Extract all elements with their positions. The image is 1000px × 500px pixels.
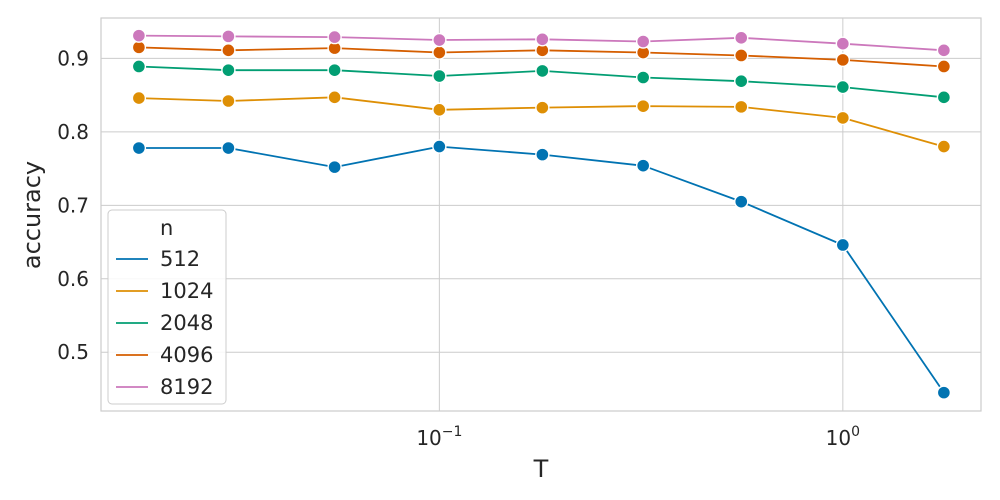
data-point [432,102,447,118]
data-point [734,194,749,209]
data-point [432,32,447,48]
x-axis-label: T [533,455,549,483]
y-tick-label: 0.8 [57,120,89,144]
data-point [221,62,236,78]
legend-entry: 2048 [160,311,213,335]
data-point [221,29,236,44]
data-point [327,62,342,78]
data-point [936,139,952,154]
legend-entry: 512 [160,247,200,271]
data-point [635,34,651,49]
data-point [835,110,851,126]
data-point [734,99,749,115]
data-point [327,90,342,105]
series-512 [131,139,952,400]
y-tick-label: 0.7 [57,193,89,217]
series-1024 [131,90,952,154]
data-point [221,93,236,109]
data-point [221,140,236,156]
data-point [432,45,447,60]
data-point [535,147,550,162]
data-point [734,30,749,46]
legend-entry: 4096 [160,343,213,367]
legend-items: 512 1024 2048 4096 8192 [116,247,213,399]
legend-entry: 1024 [160,279,213,303]
y-tick-label: 0.6 [57,267,89,291]
data-point [936,385,952,400]
data-point [936,59,952,74]
y-axis-label: accuracy [18,161,46,269]
data-point [327,29,342,45]
data-point [635,70,651,85]
data-point [131,140,147,156]
data-point [432,68,447,84]
series-8192 [131,28,952,58]
plot-frame [100,17,982,412]
data-point [131,90,147,106]
data-point [535,100,550,115]
series-2048 [131,59,952,105]
y-tick-label: 0.9 [57,46,89,70]
data-point [131,40,147,55]
x-tick-label: 100 [826,424,860,450]
data-point [221,43,236,58]
data-point [734,73,749,89]
data-point [835,79,851,95]
data-point [535,32,550,47]
y-axis-ticks: 0.5 0.6 0.7 0.8 0.9 [57,46,89,364]
data-point [734,48,749,63]
data-point [635,158,651,173]
data-point [936,43,952,58]
data-point [835,237,851,253]
series-layer [131,28,952,400]
data-point [432,139,447,154]
y-tick-label: 0.5 [57,340,89,364]
data-point [131,59,147,74]
grid [101,18,981,411]
data-point [835,36,851,51]
legend-title: n [160,216,173,240]
series-line [138,145,945,394]
legend: n 512 1024 2048 4096 8192 [107,209,227,405]
x-tick-label: 10−1 [416,424,462,450]
data-point [131,28,147,43]
data-point [327,159,342,175]
data-point [635,98,651,114]
data-point [535,63,550,79]
legend-entry: 8192 [160,375,213,399]
x-axis-ticks: 10−1 100 [416,424,860,450]
data-point [936,90,952,105]
data-point [835,52,851,68]
